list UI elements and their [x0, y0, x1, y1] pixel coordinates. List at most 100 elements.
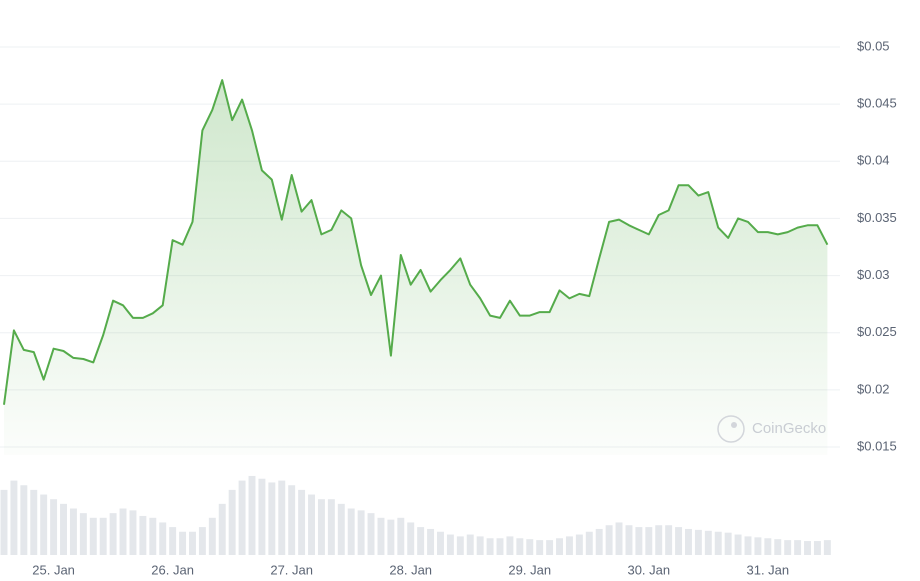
volume-bar — [109, 513, 117, 555]
volume-bar — [575, 534, 583, 555]
labels: $0.05 $0.045 $0.04 $0.035 $0.03 $0.025 $0.02 $0… — [32, 38, 896, 577]
volume-bar — [536, 540, 544, 555]
y-tick-label: $0.045 — [857, 96, 897, 111]
volume-bar — [198, 527, 206, 555]
volume-bar — [804, 541, 811, 555]
x-tick-label: 26. Jan — [151, 562, 194, 577]
volume-bar — [0, 489, 8, 555]
y-tick-label: $0.04 — [857, 153, 890, 168]
volume-bar — [675, 527, 683, 555]
x-tick-label: 31. Jan — [747, 562, 790, 577]
watermark-logo-eye — [731, 422, 737, 428]
volume-bar — [437, 531, 444, 555]
watermark-text: CoinGecko — [752, 420, 826, 437]
volume-bar — [387, 519, 395, 555]
y-tick-label: $0.05 — [857, 38, 890, 53]
volume-bar — [685, 528, 692, 555]
volume-bar — [69, 508, 77, 555]
volume-bar — [228, 489, 236, 555]
price — [3, 79, 829, 455]
volume-bar — [427, 528, 435, 555]
volume-bar — [337, 503, 345, 555]
volume-bar — [367, 513, 375, 555]
volume-bar — [784, 540, 792, 555]
volume-bar — [30, 489, 38, 555]
volume-bar — [655, 525, 663, 555]
volume-bar — [377, 517, 385, 555]
volume-bar — [50, 499, 58, 555]
volume-bar — [278, 480, 286, 555]
volume-bar — [615, 522, 623, 555]
y-tick-label: $0.035 — [857, 210, 897, 225]
volume-bar — [813, 541, 821, 555]
volume — [0, 475, 831, 555]
volume-bar — [308, 494, 315, 555]
volume-bar — [129, 510, 137, 555]
volume-bar — [506, 536, 514, 555]
volume-bar — [407, 522, 415, 555]
volume-bar — [347, 508, 355, 555]
volume-bar — [794, 540, 802, 555]
volume-bar — [248, 475, 256, 555]
volume-bar — [476, 536, 484, 555]
price-area — [4, 80, 828, 455]
price-line — [3, 79, 829, 405]
volume-bar — [694, 529, 702, 555]
watermark: CoinGecko — [717, 415, 826, 443]
volume-bar — [734, 534, 742, 555]
volume-bar — [149, 517, 157, 555]
volume-bar — [635, 527, 643, 555]
volume-bar — [357, 510, 365, 555]
volume-bar — [159, 522, 167, 555]
volume-bar — [774, 539, 782, 555]
volume-bar — [456, 536, 464, 555]
volume-bar — [724, 532, 732, 555]
y-tick-label: $0.02 — [857, 381, 890, 396]
volume-bar — [486, 538, 494, 555]
volume-bar — [526, 539, 534, 555]
volume-bar — [10, 480, 18, 555]
volume-bar — [565, 536, 573, 555]
x-tick-label: 29. Jan — [508, 562, 551, 577]
y-tick-label: $0.015 — [857, 438, 897, 453]
volume-bar — [397, 517, 405, 555]
volume-bar — [714, 531, 722, 555]
volume-bar — [466, 534, 474, 555]
volume-bar — [119, 508, 127, 555]
volume-bar — [169, 527, 177, 555]
volume-bar — [258, 478, 266, 555]
volume-bar — [764, 538, 772, 555]
volume-bar — [40, 494, 48, 555]
volume-bar — [99, 517, 107, 555]
volume-bar — [625, 525, 633, 555]
volume-bar — [60, 503, 67, 555]
watermark-logo — [717, 415, 745, 443]
volume-bar — [446, 534, 454, 555]
volume-bar — [704, 530, 712, 555]
y-tick-label: $0.025 — [857, 324, 897, 339]
volume-bar — [605, 525, 613, 555]
volume-bar — [585, 531, 593, 555]
volume-bar — [218, 503, 226, 555]
volume-bar — [744, 536, 752, 555]
volume-bar — [298, 489, 306, 555]
volume-bar — [823, 540, 831, 555]
volume-bar — [288, 485, 296, 555]
volume-bar — [327, 499, 335, 555]
volume-bar — [179, 531, 187, 555]
volume-bar — [417, 527, 425, 555]
volume-bar — [516, 538, 524, 555]
volume-bar — [595, 528, 603, 555]
volume-bar — [665, 525, 673, 555]
volume-bar — [238, 480, 246, 555]
volume-bar — [20, 485, 28, 555]
volume-bar — [268, 482, 276, 555]
x-tick-label: 30. Jan — [627, 562, 670, 577]
x-tick-label: 28. Jan — [389, 562, 432, 577]
x-tick-label: 27. Jan — [270, 562, 313, 577]
y-tick-label: $0.03 — [857, 267, 890, 282]
volume-bar — [645, 527, 653, 555]
volume-bar — [139, 515, 147, 555]
volume-bar — [496, 538, 504, 555]
volume-bar — [79, 513, 87, 555]
